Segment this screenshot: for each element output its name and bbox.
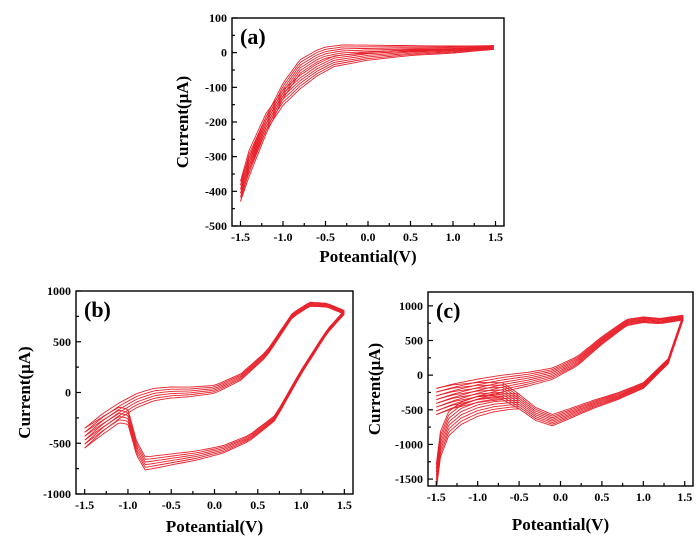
cv-curve-b-s0-c4 bbox=[84, 302, 345, 433]
y-tick-label-c: 500 bbox=[405, 334, 423, 348]
x-tick-label-b: 1.0 bbox=[294, 498, 309, 512]
panel-c: -1.5 -1.0 -0.5 0.0 0.5 1.0 1.5 1000 500 0 -500 -100… bbox=[365, 291, 694, 534]
y-tick-label-a: 0 bbox=[221, 46, 227, 60]
panel-a: -1.5 -1.0 -0.5 0.0 0.5 1.0 1.5 100 0 -100 -200 -300… bbox=[173, 11, 505, 266]
x-tick-label-b: -1.0 bbox=[118, 498, 137, 512]
cv-curve-a-s0-c0 bbox=[240, 48, 494, 202]
cv-curve-a-s0-c3 bbox=[240, 46, 494, 190]
curves-c bbox=[435, 314, 684, 486]
cv-curve-b-s0-c5 bbox=[84, 301, 345, 429]
cv-curve-b-s1-c4 bbox=[84, 313, 345, 468]
x-tick-label-c: 0.5 bbox=[594, 490, 609, 504]
y-tick-label-c: -1500 bbox=[395, 472, 423, 486]
cv-curve-a-s1-c5 bbox=[240, 48, 494, 202]
x-tick-label-c: 1.5 bbox=[677, 490, 692, 504]
x-tick-label-a: 1.5 bbox=[488, 230, 503, 244]
cv-curve-a-s1-c3 bbox=[240, 47, 494, 194]
cv-curve-a-s0-c5 bbox=[240, 44, 494, 182]
cv-curve-c-s1-c4 bbox=[436, 317, 684, 422]
panel-b: -1.5 -1.0 -0.5 0.0 0.5 1.0 1.5 1000 500 0 -500 -100… bbox=[15, 284, 354, 536]
cv-curve-a-s1-c4 bbox=[240, 48, 494, 198]
x-tick-label-a: -0.5 bbox=[316, 230, 335, 244]
y-tick-label-b: 500 bbox=[53, 335, 71, 349]
curves-a bbox=[240, 44, 494, 202]
panel-label-b: (b) bbox=[84, 297, 111, 322]
cv-curve-a-s0-c2 bbox=[240, 47, 494, 194]
y-tick-label-c: -500 bbox=[401, 403, 423, 417]
x-tick-label-c: 0.0 bbox=[553, 490, 568, 504]
cv-curve-c-s2-c6 bbox=[435, 395, 520, 469]
y-tick-label-b: 1000 bbox=[47, 284, 71, 298]
cv-curve-c-s2-c5 bbox=[435, 397, 520, 473]
cv-curve-c-s2-c7 bbox=[435, 393, 520, 465]
x-tick-label-b: -0.5 bbox=[162, 498, 181, 512]
y-tick-label-a: -300 bbox=[205, 150, 227, 164]
y-tick-label-b: -1000 bbox=[43, 487, 71, 501]
x-tick-label-a: -1.5 bbox=[231, 230, 250, 244]
x-tick-label-a: 0.5 bbox=[403, 230, 418, 244]
cv-curve-c-s1-c2 bbox=[436, 316, 684, 419]
cv-curve-a-s1-c0 bbox=[240, 45, 494, 182]
cv-curve-b-s1-c1 bbox=[84, 310, 345, 460]
y-axis-title-b: Current(μA) bbox=[15, 346, 34, 438]
y-axis-title-a: Current(μA) bbox=[173, 76, 192, 168]
cv-curve-c-s1-c6 bbox=[436, 319, 684, 425]
cv-curve-c-s1-c0 bbox=[436, 315, 684, 415]
cv-curve-a-s1-c2 bbox=[240, 46, 494, 190]
y-tick-label-c: 1000 bbox=[399, 299, 423, 313]
x-tick-label-c: -1.5 bbox=[427, 490, 446, 504]
y-tick-label-b: -500 bbox=[49, 436, 71, 450]
y-tick-label-c: -1000 bbox=[395, 437, 423, 451]
x-tick-label-a: 0.0 bbox=[361, 230, 376, 244]
cv-curve-c-s0-c7 bbox=[436, 314, 684, 389]
x-tick-label-c: -1.0 bbox=[468, 490, 487, 504]
cv-curve-c-s2-c2 bbox=[435, 404, 520, 484]
cv-curve-c-s2-c1 bbox=[435, 406, 520, 486]
cv-curve-c-s2-c0 bbox=[436, 408, 520, 486]
y-tick-label-b: 0 bbox=[65, 386, 71, 400]
x-tick-label-b: -1.5 bbox=[75, 498, 94, 512]
cv-curve-c-s2-c3 bbox=[435, 402, 520, 480]
y-tick-label-a: -100 bbox=[205, 80, 227, 94]
x-axis-title-b: Poteantial(V) bbox=[166, 517, 263, 536]
x-axis-title-a: Poteantial(V) bbox=[319, 247, 416, 266]
x-tick-label-b: 0.0 bbox=[207, 498, 222, 512]
x-tick-label-b: 1.5 bbox=[337, 498, 352, 512]
cv-curve-a-s1-c1 bbox=[240, 45, 494, 186]
cv-curve-b-s1-c5 bbox=[84, 313, 345, 471]
y-tick-label-a: 100 bbox=[209, 11, 227, 25]
x-tick-label-a: -1.0 bbox=[274, 230, 293, 244]
y-tick-label-c: 0 bbox=[417, 368, 423, 382]
y-tick-label-a: -400 bbox=[205, 184, 227, 198]
cv-curve-c-s1-c1 bbox=[436, 315, 684, 417]
cv-curve-b-s0-c2 bbox=[84, 304, 345, 441]
cv-curve-c-s0-c4 bbox=[436, 316, 684, 401]
x-tick-label-a: 1.0 bbox=[446, 230, 461, 244]
panel-label-a: (a) bbox=[240, 24, 266, 49]
cv-curve-c-s1-c3 bbox=[436, 317, 684, 420]
cv-curve-a-s0-c1 bbox=[240, 48, 494, 198]
x-tick-label-c: 1.0 bbox=[636, 490, 651, 504]
x-tick-label-c: -0.5 bbox=[510, 490, 529, 504]
cv-curve-b-s0-c0 bbox=[84, 305, 345, 449]
curves-b bbox=[84, 301, 345, 471]
cv-curve-b-s1-c0 bbox=[84, 310, 345, 458]
cv-curve-a-s0-c4 bbox=[240, 45, 494, 186]
cv-curve-c-s0-c3 bbox=[436, 317, 684, 404]
y-tick-label-a: -500 bbox=[205, 219, 227, 233]
panel-label-c: (c) bbox=[436, 298, 460, 323]
cv-curve-c-s2-c4 bbox=[435, 399, 520, 476]
x-axis-title-c: Poteantial(V) bbox=[512, 515, 609, 534]
y-axis-title-c: Current(μA) bbox=[365, 343, 384, 435]
y-tick-label-a: -200 bbox=[205, 115, 227, 129]
cv-curve-c-s0-c2 bbox=[436, 318, 684, 408]
x-tick-label-b: 0.5 bbox=[250, 498, 265, 512]
cv-curve-b-s1-c3 bbox=[84, 312, 345, 466]
